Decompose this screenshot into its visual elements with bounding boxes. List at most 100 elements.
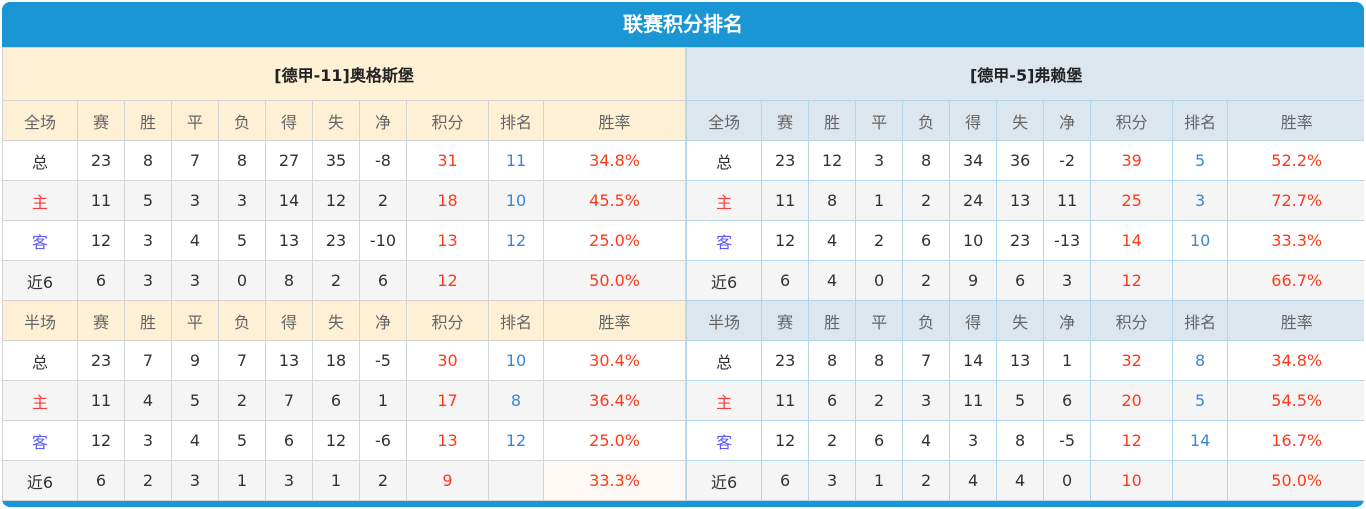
- table-cell: 5: [1172, 380, 1229, 421]
- full-header-row: 全场赛胜平负得失净积分 排名 胜率: [2, 100, 687, 141]
- column-header: 净: [359, 300, 407, 341]
- column-header: 胜率: [1227, 300, 1364, 341]
- table-cell: -6: [359, 420, 407, 461]
- column-header: 胜率: [1227, 100, 1364, 141]
- table-cell: 12: [761, 420, 810, 461]
- table-cell: 3: [171, 260, 219, 301]
- table-row: 主 11 6 2 3 11 5 6 20 5 54.5%: [686, 380, 1364, 421]
- column-header: 失: [996, 300, 1045, 341]
- table-cell: 25.0%: [542, 220, 687, 261]
- column-header: 积分: [1090, 100, 1174, 141]
- table-cell: 0: [855, 260, 904, 301]
- table-cell: 13: [265, 220, 313, 261]
- table-cell: 34.8%: [1227, 340, 1364, 381]
- table-cell: 4: [902, 420, 951, 461]
- table-cell: 8: [902, 140, 951, 181]
- table-cell: 2: [902, 460, 951, 501]
- table-row: 总 23 12 3 8 34 36 -2 39 5 52.2%: [686, 140, 1364, 181]
- table-cell: 12: [406, 260, 489, 301]
- table-cell: 11: [1043, 180, 1092, 221]
- table-cell: 8: [808, 340, 857, 381]
- table-cell: 3: [265, 460, 313, 501]
- column-header: 得: [265, 300, 313, 341]
- table-cell: 23: [77, 340, 125, 381]
- column-header: 平: [171, 100, 219, 141]
- table-cell: 6: [808, 380, 857, 421]
- table-cell: 0: [1043, 460, 1092, 501]
- table-cell: 17: [406, 380, 489, 421]
- table-cell: 18: [312, 340, 360, 381]
- table-cell: 6: [312, 380, 360, 421]
- table-cell: 8: [218, 140, 266, 181]
- table-cell: 总: [686, 140, 763, 181]
- table-cell: 3: [855, 140, 904, 181]
- table-cell: 7: [265, 380, 313, 421]
- table-cell: 23: [761, 140, 810, 181]
- table-cell: 12: [312, 180, 360, 221]
- table-cell: 2: [218, 380, 266, 421]
- table-cell: -10: [359, 220, 407, 261]
- table-cell: 34: [949, 140, 998, 181]
- table-cell: 39: [1090, 140, 1174, 181]
- table-cell: 34.8%: [542, 140, 687, 181]
- table-cell: 45.5%: [542, 180, 687, 221]
- table-cell: 13: [996, 180, 1045, 221]
- table-cell: 1: [218, 460, 266, 501]
- column-header: 半场: [686, 300, 763, 341]
- half-header-row: 半场赛胜平负得失净积分 排名 胜率: [2, 300, 687, 341]
- table-cell: 52.2%: [1227, 140, 1364, 181]
- table-cell: 6: [265, 420, 313, 461]
- table-cell: -8: [359, 140, 407, 181]
- table-row: 近6 6 2 3 1 3 1 2 9 33.3%: [2, 460, 687, 501]
- column-header: 胜: [808, 300, 857, 341]
- table-cell: 3: [124, 220, 172, 261]
- table-cell: -13: [1043, 220, 1092, 261]
- table-cell: 23: [761, 340, 810, 381]
- table-cell: 2: [124, 460, 172, 501]
- table-cell: 13: [406, 420, 489, 461]
- table-cell: 主: [686, 380, 763, 421]
- table-cell: 5: [996, 380, 1045, 421]
- table-cell: 7: [171, 140, 219, 181]
- table-row: 近6 6 3 1 2 4 4 0 10 50.0%: [686, 460, 1364, 501]
- table-cell: 2: [902, 180, 951, 221]
- table-cell: 11: [488, 140, 544, 181]
- table-cell: 6: [761, 460, 810, 501]
- panel-title: 联赛积分排名: [623, 12, 743, 36]
- table-cell: 3: [1043, 260, 1092, 301]
- table-row: 总 23 8 8 7 14 13 1 32 8 34.8%: [686, 340, 1364, 381]
- table-cell: 8: [265, 260, 313, 301]
- table-cell: 3: [1172, 180, 1229, 221]
- table-cell: 5: [218, 420, 266, 461]
- column-header: 胜率: [542, 100, 687, 141]
- table-cell: 主: [2, 380, 78, 421]
- column-header: 净: [1043, 100, 1092, 141]
- table-cell: 6: [77, 460, 125, 501]
- table-cell: 1: [359, 380, 407, 421]
- column-header: 排名: [1172, 300, 1229, 341]
- table-cell: 5: [218, 220, 266, 261]
- table-cell: 11: [761, 380, 810, 421]
- table-row: 主 11 4 5 2 7 6 1 17 8 36.4%: [2, 380, 687, 421]
- table-cell: 4: [996, 460, 1045, 501]
- table-cell: 12: [1090, 260, 1174, 301]
- table-cell: 24: [949, 180, 998, 221]
- table-cell: 4: [949, 460, 998, 501]
- table-cell: 16.7%: [1227, 420, 1364, 461]
- table-cell: 23: [312, 220, 360, 261]
- column-header: 净: [359, 100, 407, 141]
- table-cell: 主: [2, 180, 78, 221]
- column-header: 胜: [808, 100, 857, 141]
- table-cell: 30.4%: [542, 340, 687, 381]
- table-cell: 6: [902, 220, 951, 261]
- table-row: 主 11 5 3 3 14 12 2 18 10 45.5%: [2, 180, 687, 221]
- table-cell: 4: [171, 420, 219, 461]
- team-name: [德甲-11]奥格斯堡: [2, 47, 687, 101]
- table-cell: 客: [686, 220, 763, 261]
- table-cell: 11: [761, 180, 810, 221]
- table-cell: 32: [1090, 340, 1174, 381]
- table-cell: 8: [488, 380, 544, 421]
- column-header: 负: [902, 100, 951, 141]
- column-header: 得: [265, 100, 313, 141]
- table-cell: 8: [124, 140, 172, 181]
